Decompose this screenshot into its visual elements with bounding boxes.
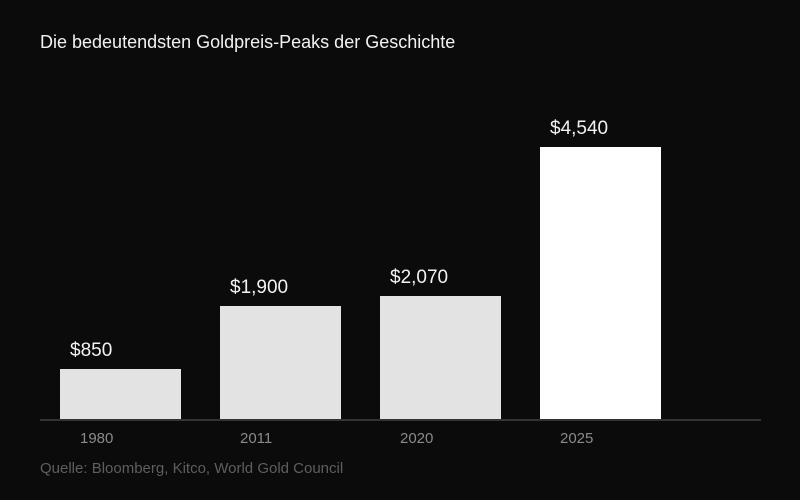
x-axis-line bbox=[40, 419, 761, 421]
value-label-2025: $4,540 bbox=[550, 118, 609, 139]
bar-2020 bbox=[380, 296, 501, 420]
bar-2011 bbox=[220, 306, 341, 420]
chart-title: Die bedeutendsten Goldpreis-Peaks der Ge… bbox=[40, 32, 456, 52]
source-note: Quelle: Bloomberg, Kitco, World Gold Cou… bbox=[40, 460, 344, 477]
value-label-1980: $850 bbox=[70, 340, 113, 361]
bar-2025 bbox=[540, 147, 661, 420]
x-tick-2025: 2025 bbox=[560, 430, 594, 447]
value-label-2020: $2,070 bbox=[390, 267, 449, 288]
bar-1980 bbox=[60, 369, 181, 420]
x-tick-2011: 2011 bbox=[240, 430, 273, 447]
x-tick-1980: 1980 bbox=[80, 430, 114, 447]
value-label-2011: $1,900 bbox=[230, 277, 289, 298]
x-tick-2020: 2020 bbox=[400, 430, 434, 447]
